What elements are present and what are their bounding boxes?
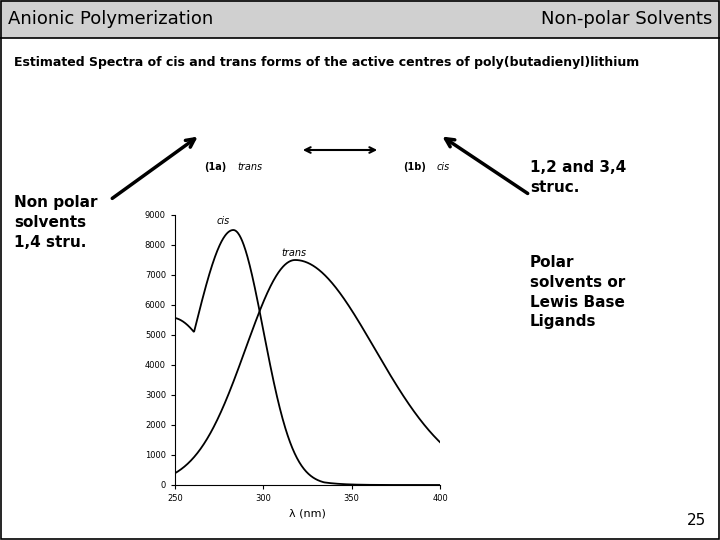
Text: Estimated Spectra of cis and trans forms of the active centres of poly(butadieny: Estimated Spectra of cis and trans forms… [14,56,639,69]
Text: Anionic Polymerization: Anionic Polymerization [8,10,213,28]
Text: Non polar
solvents
1,4 stru.: Non polar solvents 1,4 stru. [14,195,97,249]
Text: 1,2 and 3,4
struc.: 1,2 and 3,4 struc. [530,160,626,195]
Text: Polar
solvents or
Lewis Base
Ligands: Polar solvents or Lewis Base Ligands [530,255,625,329]
Text: 25: 25 [687,513,706,528]
Text: trans: trans [237,162,262,172]
Text: (1b): (1b) [404,162,426,172]
Text: cis: cis [216,216,230,226]
X-axis label: λ (nm): λ (nm) [289,509,326,518]
Text: trans: trans [281,247,306,258]
Bar [0,0,720,38]
Text: cis: cis [437,162,450,172]
Text: Non-polar Solvents: Non-polar Solvents [541,10,712,28]
Text: (1a): (1a) [204,162,226,172]
